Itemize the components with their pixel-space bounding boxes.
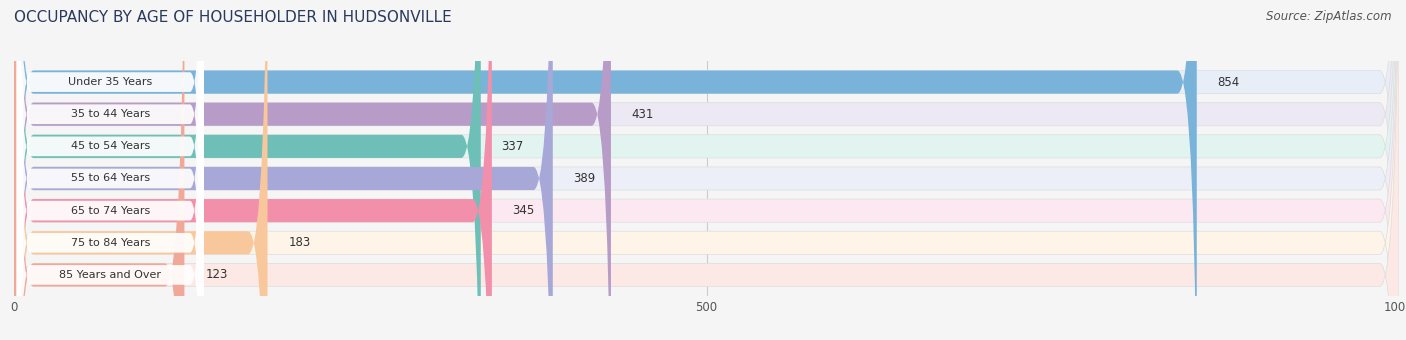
Text: 35 to 44 Years: 35 to 44 Years [70, 109, 150, 119]
Text: 65 to 74 Years: 65 to 74 Years [70, 206, 150, 216]
FancyBboxPatch shape [17, 0, 204, 340]
FancyBboxPatch shape [14, 0, 492, 340]
FancyBboxPatch shape [14, 0, 184, 340]
FancyBboxPatch shape [14, 0, 612, 340]
FancyBboxPatch shape [14, 0, 1399, 340]
FancyBboxPatch shape [14, 0, 1399, 340]
FancyBboxPatch shape [17, 0, 204, 340]
Text: 55 to 64 Years: 55 to 64 Years [70, 173, 150, 184]
FancyBboxPatch shape [17, 0, 204, 340]
FancyBboxPatch shape [14, 0, 1399, 340]
Text: Source: ZipAtlas.com: Source: ZipAtlas.com [1267, 10, 1392, 23]
FancyBboxPatch shape [17, 0, 204, 340]
FancyBboxPatch shape [14, 0, 481, 340]
Text: 75 to 84 Years: 75 to 84 Years [70, 238, 150, 248]
Text: OCCUPANCY BY AGE OF HOUSEHOLDER IN HUDSONVILLE: OCCUPANCY BY AGE OF HOUSEHOLDER IN HUDSO… [14, 10, 451, 25]
FancyBboxPatch shape [17, 0, 204, 340]
FancyBboxPatch shape [14, 0, 553, 340]
Text: 123: 123 [205, 268, 228, 282]
FancyBboxPatch shape [14, 0, 1399, 340]
Text: 45 to 54 Years: 45 to 54 Years [70, 141, 150, 151]
FancyBboxPatch shape [14, 0, 267, 340]
FancyBboxPatch shape [14, 0, 1399, 340]
FancyBboxPatch shape [14, 0, 1399, 340]
Text: 337: 337 [502, 140, 524, 153]
Text: 183: 183 [288, 236, 311, 249]
Text: 345: 345 [513, 204, 534, 217]
FancyBboxPatch shape [17, 0, 204, 340]
Text: 854: 854 [1218, 75, 1240, 89]
Text: Under 35 Years: Under 35 Years [67, 77, 152, 87]
FancyBboxPatch shape [14, 0, 1399, 340]
Text: 431: 431 [631, 108, 654, 121]
FancyBboxPatch shape [14, 0, 1197, 340]
FancyBboxPatch shape [17, 0, 204, 340]
Text: 389: 389 [574, 172, 596, 185]
Text: 85 Years and Over: 85 Years and Over [59, 270, 162, 280]
